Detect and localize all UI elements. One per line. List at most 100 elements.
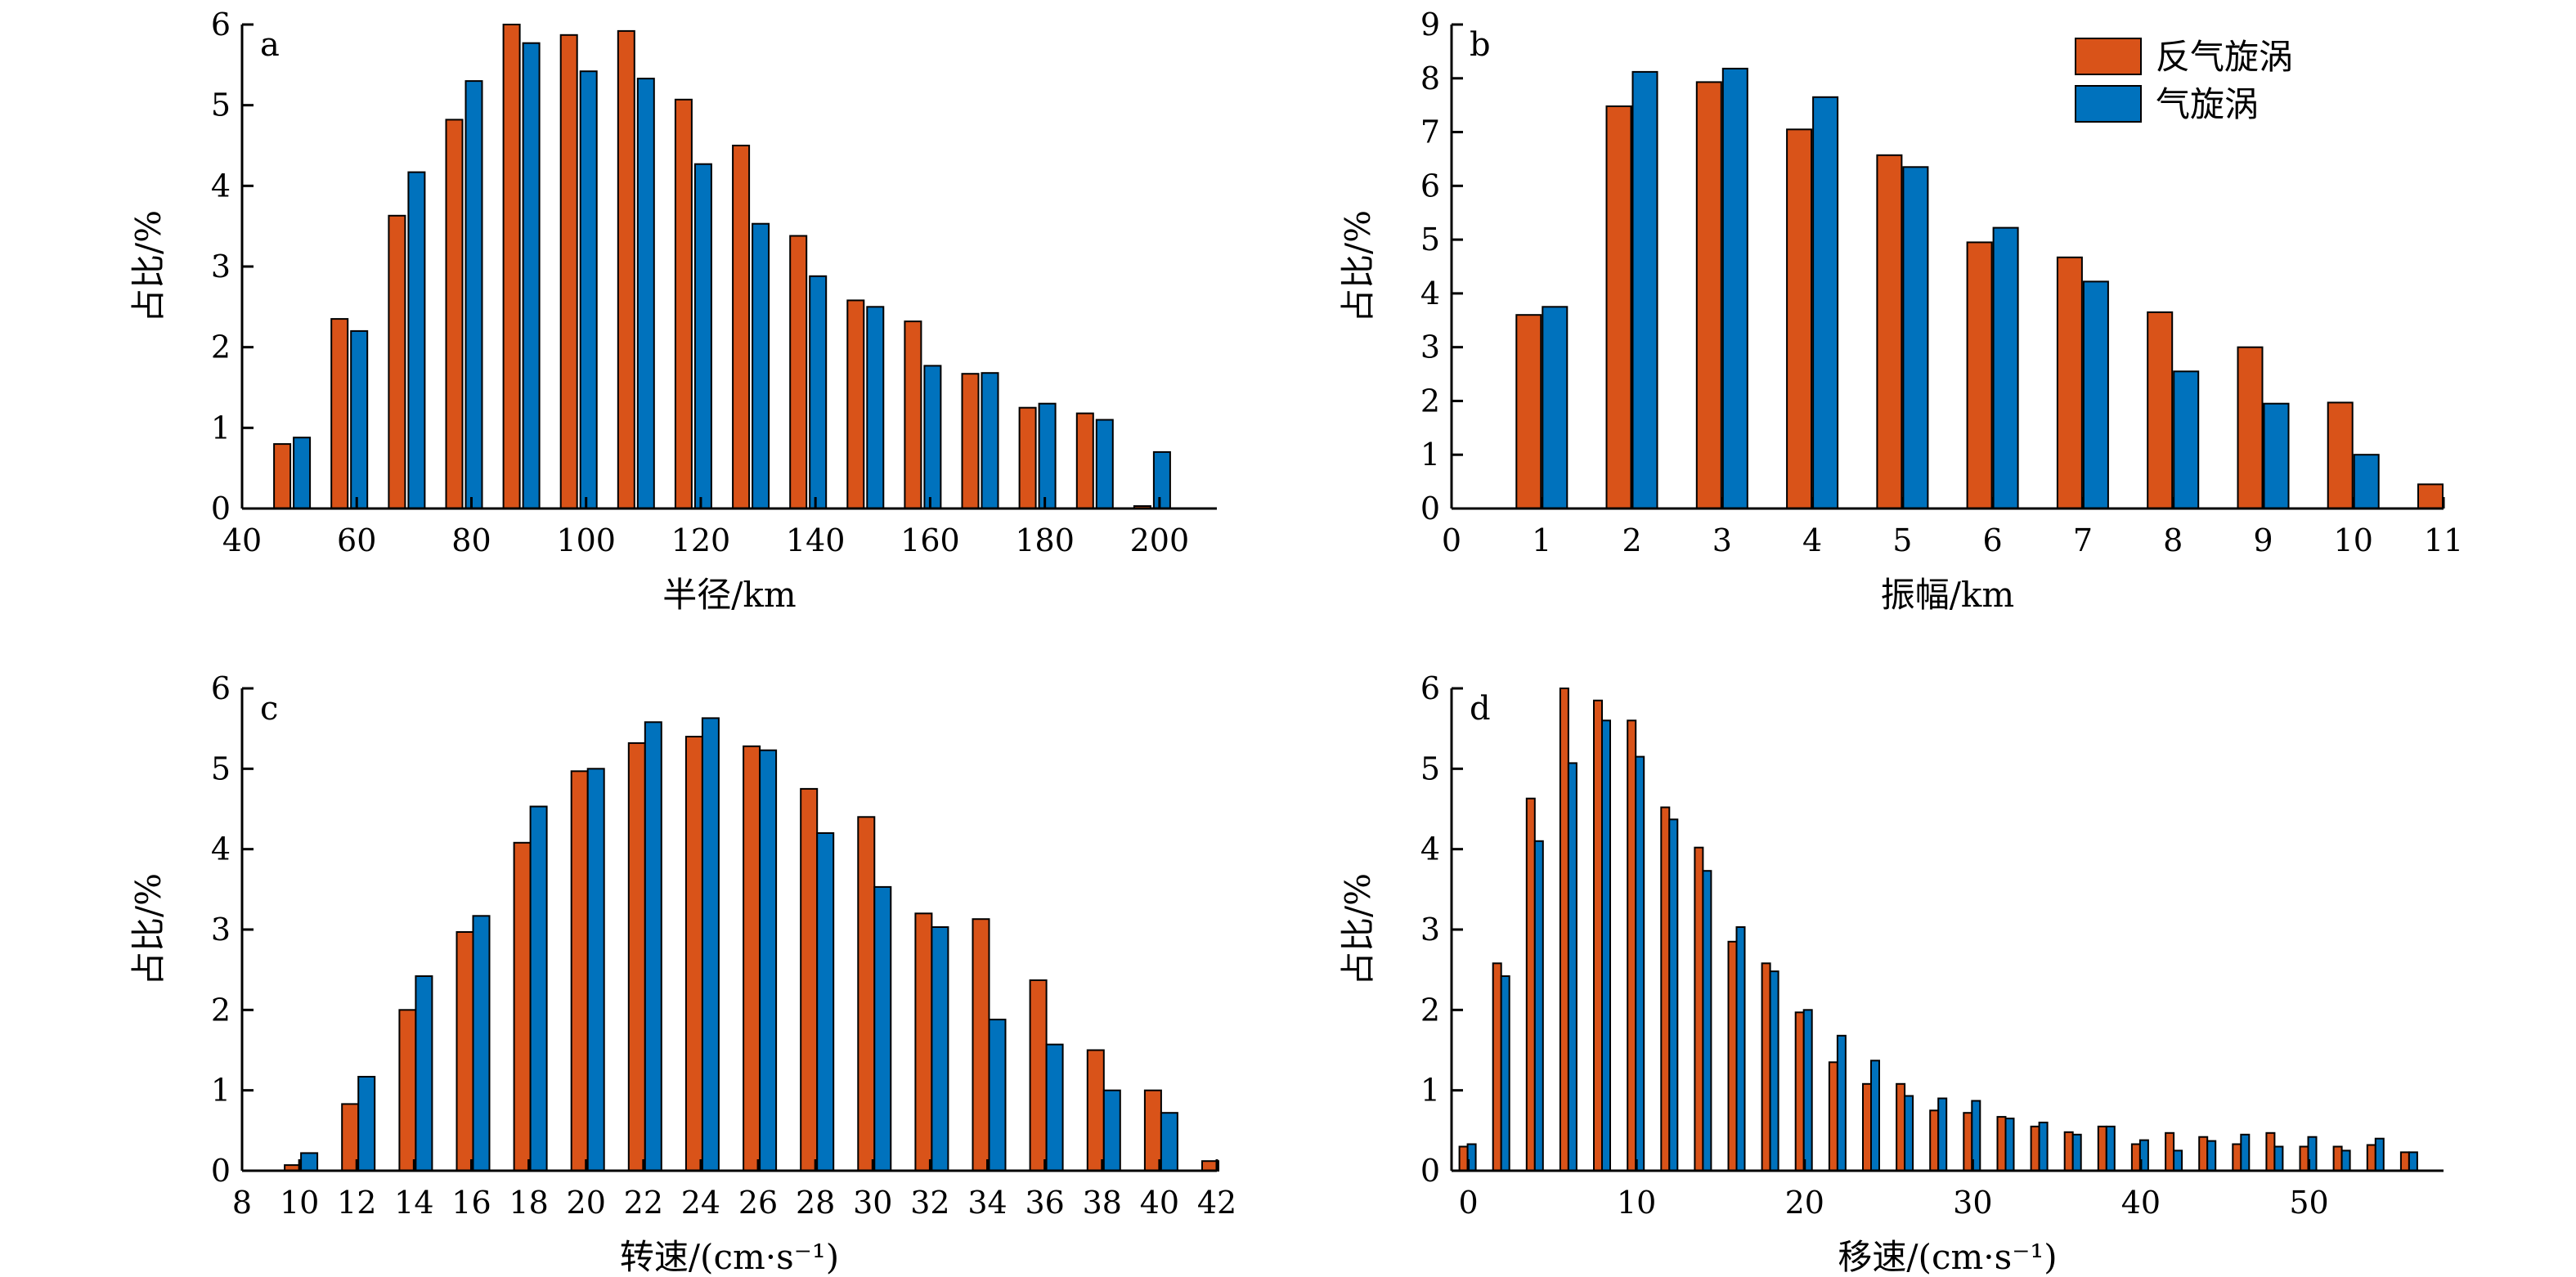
bar-cyclonic-42 <box>2173 1149 2183 1172</box>
bar-anticyclonic-34 <box>972 918 990 1172</box>
bar-cyclonic-2 <box>1500 975 1510 1172</box>
bar-cyclonic-44 <box>2206 1140 2217 1172</box>
bar-anticyclonic-190 <box>1075 412 1094 510</box>
bar-cyclonic-56 <box>2408 1151 2418 1172</box>
bar-cyclonic-30 <box>873 885 892 1172</box>
bar-cyclonic-8 <box>2173 370 2200 509</box>
bar-cyclonic-200 <box>1152 450 1171 510</box>
bar-cyclonic-1 <box>1542 306 1568 509</box>
x-tick-label: 4 <box>1802 522 1822 558</box>
bar-anticyclonic-60 <box>330 318 349 509</box>
legend-swatch-cyclonic <box>2075 85 2142 123</box>
bar-cyclonic-22 <box>1836 1034 1847 1172</box>
x-tick-label: 26 <box>738 1185 778 1221</box>
y-tick-label: 4 <box>211 168 231 204</box>
bar-cyclonic-34 <box>988 1019 1007 1172</box>
bar-cyclonic-150 <box>866 306 885 509</box>
bar-cyclonic-14 <box>415 975 433 1172</box>
x-tick-label: 8 <box>2163 522 2183 558</box>
bar-cyclonic-28 <box>1937 1097 1948 1172</box>
x-tick-label: 11 <box>2424 522 2463 558</box>
bar-anticyclonic-42 <box>2165 1131 2175 1172</box>
y-tick-label: 3 <box>1420 329 1440 365</box>
bar-cyclonic-110 <box>636 78 655 510</box>
x-tick-label: 12 <box>337 1185 376 1221</box>
x-tick-label: 120 <box>671 522 731 558</box>
bar-cyclonic-80 <box>464 80 483 510</box>
bar-cyclonic-8 <box>1601 719 1611 1172</box>
y-tick-label: 1 <box>1420 437 1440 473</box>
bar-cyclonic-24 <box>1870 1060 1880 1172</box>
bar-anticyclonic-140 <box>789 235 808 509</box>
bar-cyclonic-120 <box>693 163 712 509</box>
bar-anticyclonic-18 <box>513 841 532 1172</box>
x-tick-label: 7 <box>2073 522 2093 558</box>
bar-anticyclonic-52 <box>2332 1145 2343 1172</box>
bar-cyclonic-48 <box>2273 1145 2284 1172</box>
bar-cyclonic-3 <box>1721 67 1748 509</box>
bar-cyclonic-52 <box>2340 1149 2351 1172</box>
panel-a: 0 1 2 3 4 5 6 40 60 80 100 120 140 160 180 200 半径/km 占比/%… <box>128 7 1217 615</box>
bar-cyclonic-70 <box>407 171 426 509</box>
bar-anticyclonic-16 <box>1727 940 1738 1172</box>
x-tick-label: 50 <box>2289 1185 2328 1221</box>
y-tick-label: 6 <box>1420 670 1440 706</box>
y-tick-label: 5 <box>1420 222 1440 258</box>
x-tick-label: 1 <box>1532 522 1551 558</box>
bar-cyclonic-6 <box>1567 762 1577 1172</box>
x-tick-label: 42 <box>1197 1185 1236 1221</box>
bar-cyclonic-180 <box>1038 402 1057 510</box>
bar-anticyclonic-50 <box>273 443 292 509</box>
bar-cyclonic-7 <box>2082 280 2109 509</box>
bar-anticyclonic-120 <box>674 98 693 510</box>
bar-cyclonic-50 <box>293 437 312 510</box>
bar-anticyclonic-0 <box>1458 1145 1469 1172</box>
bar-anticyclonic-22 <box>627 742 646 1172</box>
x-tick-label: 180 <box>1015 522 1075 558</box>
bar-anticyclonic-44 <box>2198 1136 2209 1172</box>
bar-anticyclonic-26 <box>743 745 761 1172</box>
x-tick-label: 18 <box>509 1185 548 1221</box>
bar-anticyclonic-26 <box>1896 1082 1906 1172</box>
y-tick-label: 3 <box>1420 912 1440 948</box>
bar-anticyclonic-38 <box>1086 1049 1105 1172</box>
bar-anticyclonic-10 <box>1627 719 1637 1172</box>
x-tick-label: 100 <box>556 522 616 558</box>
y-tick-label: 4 <box>1420 276 1440 311</box>
bar-cyclonic-190 <box>1095 419 1114 509</box>
bar-anticyclonic-6 <box>1966 241 1993 509</box>
bar-anticyclonic-12 <box>1660 806 1671 1172</box>
bar-anticyclonic-48 <box>2265 1131 2276 1172</box>
x-tick-label: 0 <box>1442 522 1461 558</box>
bar-cyclonic-22 <box>644 721 662 1172</box>
bar-anticyclonic-5 <box>1876 154 1903 510</box>
bar-anticyclonic-22 <box>1828 1061 1838 1172</box>
x-tick-label: 8 <box>232 1185 252 1221</box>
legend-label-anticyclonic: 反气旋涡 <box>2156 37 2293 77</box>
bar-cyclonic-20 <box>1802 1009 1813 1172</box>
x-tick-label: 10 <box>1617 1185 1656 1221</box>
bar-anticyclonic-4 <box>1525 797 1536 1172</box>
bar-cyclonic-4 <box>1812 96 1839 510</box>
x-axis-label: 半径/km <box>662 575 796 615</box>
bar-anticyclonic-36 <box>2063 1131 2074 1172</box>
bar-cyclonic-9 <box>2263 402 2290 510</box>
y-tick-label: 1 <box>211 1073 231 1109</box>
panel-letter: c <box>260 690 278 728</box>
bar-cyclonic-12 <box>1668 818 1679 1172</box>
x-tick-label: 40 <box>222 522 262 558</box>
x-tick-label: 28 <box>796 1185 835 1221</box>
bar-cyclonic-170 <box>981 372 999 510</box>
bar-cyclonic-10 <box>300 1152 319 1172</box>
bar-anticyclonic-30 <box>857 816 876 1172</box>
bar-anticyclonic-7 <box>2056 256 2083 509</box>
y-tick-label: 5 <box>1420 751 1440 786</box>
y-tick-label: 3 <box>211 249 231 285</box>
x-tick-label: 6 <box>1983 522 2003 558</box>
y-tick-label: 2 <box>211 329 231 365</box>
bar-anticyclonic-3 <box>1695 81 1722 509</box>
y-tick-label: 6 <box>211 670 231 706</box>
x-tick-label: 5 <box>1892 522 1912 558</box>
x-tick-label: 36 <box>1025 1185 1064 1221</box>
bar-anticyclonic-24 <box>684 736 703 1172</box>
